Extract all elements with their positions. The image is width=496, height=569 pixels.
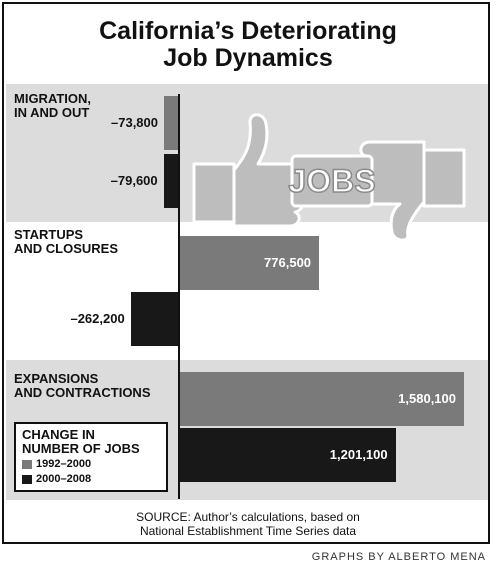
jobs-icon-text: JOBS [288, 163, 375, 199]
legend-label-1992-2000: 1992–2000 [36, 458, 92, 470]
bar-startups-1992-2000 [179, 236, 320, 290]
category-label-expansions: EXPANSIONS AND CONTRACTIONS [14, 372, 151, 400]
legend-item-2000-2008: 2000–2008 [22, 473, 160, 486]
legend-title-line-2: NUMBER OF JOBS [22, 441, 140, 456]
bar-migration-1992-2000 [164, 96, 178, 150]
chart-title: California’s Deteriorating Job Dynamics [4, 18, 492, 72]
category-label-expansions-line-2: AND CONTRACTIONS [14, 385, 151, 400]
value-label-expansions-2000-2008: 1,201,100 [329, 447, 388, 462]
legend-swatch-2000-2008 [22, 475, 32, 484]
legend-title-line-1: CHANGE IN [22, 427, 95, 442]
category-label-expansions-line-1: EXPANSIONS [14, 371, 99, 386]
chart-title-line-1: California’s Deteriorating [99, 17, 397, 45]
legend: CHANGE IN NUMBER OF JOBS 1992–2000 2000–… [14, 422, 168, 492]
value-label-startups-1992-2000: 776,500 [264, 255, 312, 270]
legend-title: CHANGE IN NUMBER OF JOBS [22, 428, 160, 456]
category-label-migration: MIGRATION, IN AND OUT [14, 92, 91, 120]
category-label-startups-line-1: STARTUPS [14, 227, 84, 242]
thumbs-up-thumbs-down-icon: JOBS [192, 113, 466, 240]
source-note: SOURCE: Author’s calculations, based on … [4, 510, 492, 538]
value-label-migration-2000-2008: –79,600 [110, 173, 158, 188]
category-label-migration-line-1: MIGRATION, [14, 91, 92, 106]
chart-title-line-2: Job Dynamics [163, 44, 333, 72]
source-note-line-1: SOURCE: Author’s calculations, based on [136, 510, 360, 524]
category-label-startups: STARTUPS AND CLOSURES [14, 228, 118, 256]
zero-baseline [178, 94, 180, 499]
category-label-startups-line-2: AND CLOSURES [14, 241, 119, 256]
value-label-startups-2000-2008: –262,200 [70, 311, 125, 326]
bar-expansions-2000-2008 [179, 428, 396, 482]
legend-label-2000-2008: 2000–2008 [36, 473, 92, 485]
legend-item-1992-2000: 1992–2000 [22, 458, 160, 471]
bar-startups-2000-2008 [130, 292, 178, 346]
graphic-credit: GRAPHS BY ALBERTO MENA [311, 551, 486, 563]
bar-expansions-1992-2000 [179, 372, 464, 426]
value-label-migration-1992-2000: –73,800 [111, 115, 158, 130]
chart-frame: California’s Deteriorating Job Dynamics … [2, 2, 490, 544]
source-note-line-2: National Establishment Time Series data [139, 524, 357, 538]
value-label-expansions-1992-2000: 1,580,100 [398, 391, 456, 406]
bar-migration-2000-2008 [163, 154, 178, 208]
category-label-migration-line-2: IN AND OUT [14, 105, 90, 120]
legend-swatch-1992-2000 [22, 460, 32, 469]
